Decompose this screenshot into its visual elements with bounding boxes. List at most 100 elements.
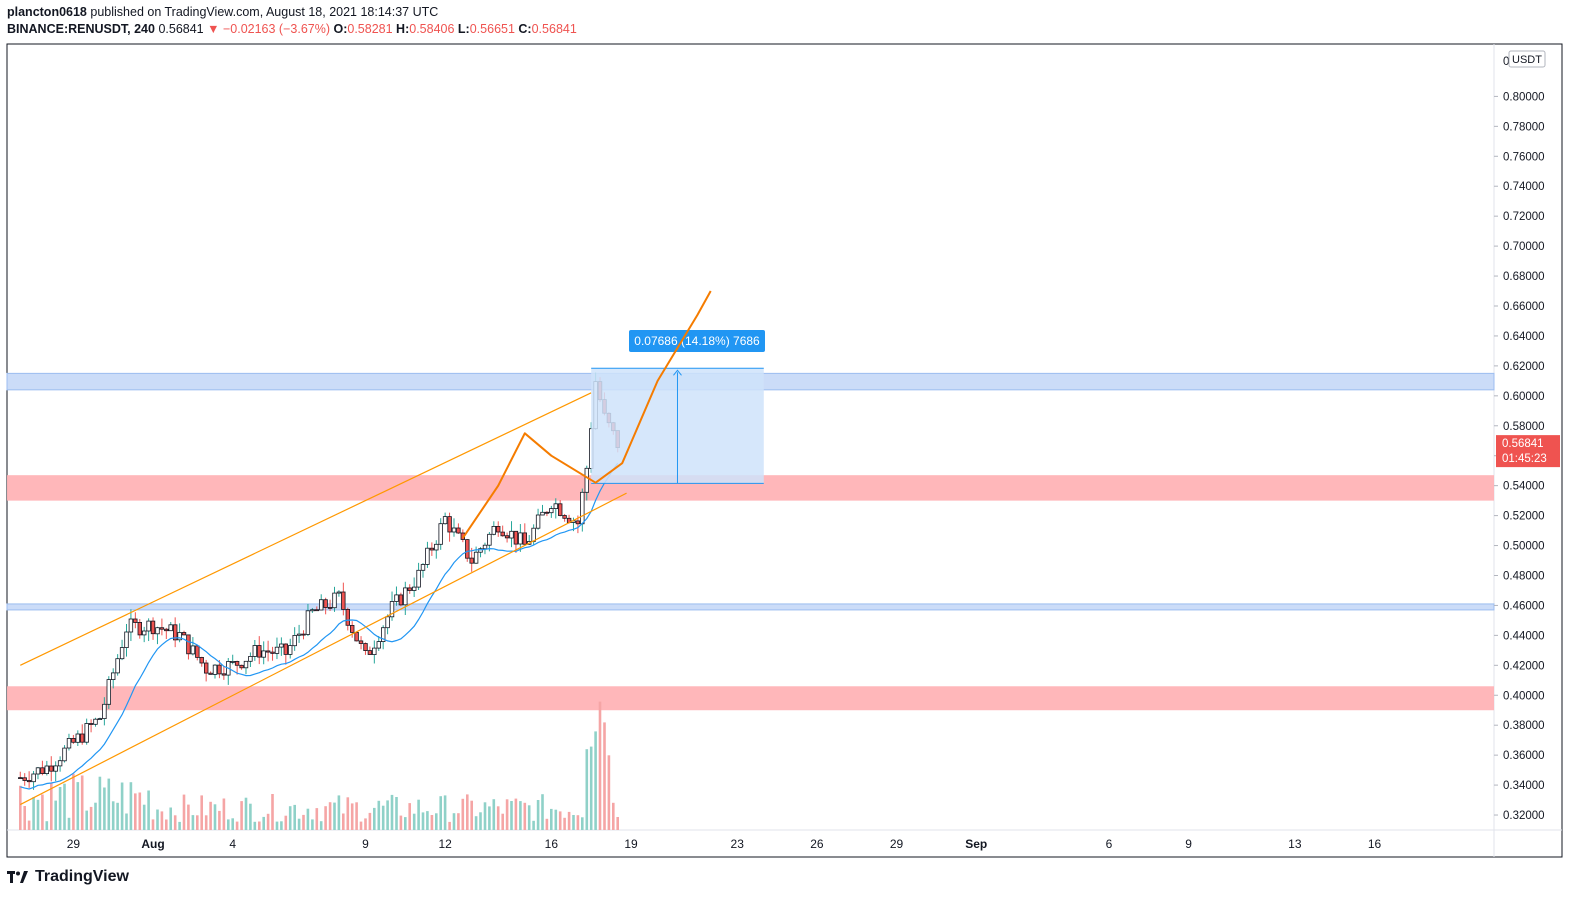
candle-body: [504, 535, 510, 539]
down-arrow-icon: ▼: [207, 22, 220, 36]
volume-bar: [297, 818, 301, 830]
candle-body: [111, 672, 116, 681]
volume-bar: [337, 795, 341, 830]
volume-bar: [470, 800, 473, 830]
volume-bar: [262, 816, 265, 830]
price-tick-label: 0.64000: [1503, 331, 1545, 343]
volume-bar: [594, 731, 597, 830]
price-tick-label: 0.76000: [1503, 151, 1545, 163]
volume-bar: [165, 819, 168, 830]
candle-body: [332, 592, 337, 609]
candle-body: [137, 622, 142, 636]
volume-bar: [32, 797, 35, 830]
volume-bar: [258, 821, 261, 830]
volume-bar: [435, 813, 438, 830]
time-tick-label: 16: [545, 837, 559, 851]
candle-body: [367, 650, 373, 655]
candle-body: [318, 599, 324, 611]
candle-body: [75, 733, 80, 743]
volume-bar: [563, 817, 566, 830]
volume-bar: [41, 794, 44, 830]
candle-body: [181, 632, 187, 636]
candle-body: [203, 662, 209, 674]
candle-body: [31, 773, 36, 783]
candle-body: [199, 657, 204, 664]
volume-bar: [324, 806, 327, 830]
volume-bar: [129, 782, 133, 830]
candle-body: [349, 625, 355, 633]
volume-bar: [107, 778, 111, 830]
volume-bar: [457, 813, 460, 830]
price-tick-label: 0.66000: [1503, 301, 1545, 313]
candle-body: [540, 511, 545, 516]
candle-body: [257, 645, 262, 658]
candle-body: [407, 587, 412, 591]
volume-bar: [231, 818, 234, 830]
volume-bar: [116, 802, 119, 830]
volume-bar: [293, 804, 296, 830]
volume-bar: [235, 821, 239, 830]
candle-body: [575, 520, 581, 525]
volume-bar: [98, 776, 102, 830]
volume-bar: [328, 802, 332, 830]
author-name[interactable]: plancton0618: [7, 5, 87, 19]
candle-body: [80, 733, 85, 743]
candle-body: [336, 591, 342, 594]
moving-average-line: [20, 462, 619, 790]
candle-body: [544, 511, 550, 514]
candle-body: [115, 658, 120, 674]
candle-body: [239, 664, 244, 669]
symbol-label[interactable]: BINANCE:RENUSDT, 240: [7, 22, 155, 36]
price-tick-label: 0.36000: [1503, 750, 1545, 762]
price-top-tick-label: 0: [1503, 56, 1509, 68]
price-tick-label: 0.54000: [1503, 481, 1545, 493]
volume-bar: [72, 773, 75, 830]
volume-bar: [510, 801, 513, 830]
price-tick-label: 0.32000: [1503, 810, 1545, 822]
volume-bar: [585, 749, 589, 830]
candle-body: [40, 767, 45, 774]
volume-bar: [58, 787, 62, 830]
volume-bar: [381, 805, 385, 830]
brand-name: TradingView: [35, 868, 129, 885]
volume-bar: [54, 800, 57, 830]
candle-body: [292, 635, 297, 647]
price-tick-label: 0.68000: [1503, 271, 1545, 283]
volume-bar: [67, 817, 71, 830]
candle-body: [411, 586, 417, 591]
volume-bar: [227, 819, 230, 830]
candle-body: [434, 543, 439, 551]
volume-bar: [240, 801, 243, 830]
volume-bar: [266, 813, 270, 830]
zone-support-3: [7, 686, 1494, 711]
volume-bar: [27, 820, 31, 830]
high-label: H:: [396, 22, 410, 36]
price-tick-label: 0.38000: [1503, 720, 1545, 732]
time-tick-label: 29: [67, 837, 81, 851]
candle-body: [168, 624, 173, 632]
candle-body: [584, 467, 589, 493]
volume-bar: [173, 815, 177, 830]
candle-body: [478, 548, 483, 553]
publish-line: plancton0618 published on TradingView.co…: [7, 5, 438, 19]
price-tick-label: 0.44000: [1503, 630, 1545, 642]
candle-body: [146, 620, 151, 632]
time-tick-label: 4: [229, 837, 236, 851]
volume-bar: [36, 799, 40, 830]
candle-body: [456, 527, 461, 534]
candle-body: [195, 645, 200, 658]
volume-bar: [404, 817, 407, 830]
candle-body: [531, 527, 536, 542]
volume-bar: [536, 800, 540, 830]
volume-bar: [142, 804, 146, 830]
candle-body: [553, 503, 558, 509]
candle-body: [106, 679, 111, 705]
volume-bar: [390, 794, 394, 830]
candle-body: [376, 641, 381, 649]
volume-bar: [603, 722, 606, 830]
candle-body: [208, 672, 213, 675]
volume-bar: [76, 782, 80, 830]
candle-body: [425, 547, 430, 565]
time-tick-label: Aug: [141, 837, 164, 851]
